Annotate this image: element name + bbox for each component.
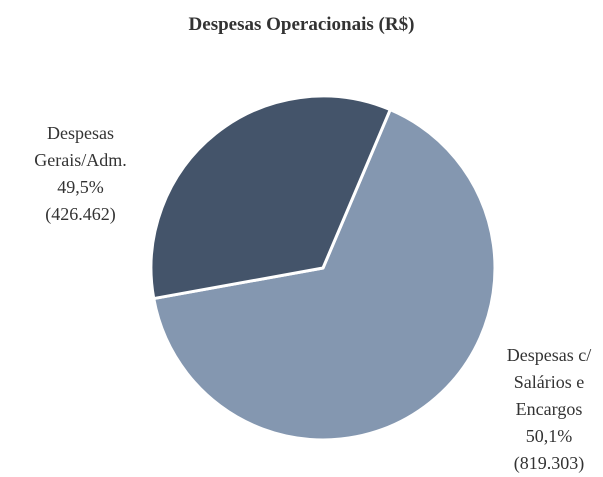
category-label: Despesas c/ Salários e Encargos bbox=[506, 345, 592, 419]
pie-slice bbox=[149, 94, 392, 301]
category-label: Despesas Gerais/Adm. bbox=[34, 123, 127, 170]
pie-slice bbox=[152, 108, 497, 442]
data-label: Despesas c/ Salários e Encargos 50,1% (8… bbox=[490, 342, 603, 477]
percent-label: 50,1% bbox=[525, 426, 573, 446]
percent-label: 49,5% bbox=[57, 177, 104, 197]
value-label: (819.303) bbox=[513, 453, 585, 473]
value-label: (426.462) bbox=[45, 204, 116, 224]
data-label: Despesas Gerais/Adm. 49,5% (426.462) bbox=[18, 120, 143, 228]
chart-title: Despesas Operacionais (R$) bbox=[188, 14, 415, 35]
